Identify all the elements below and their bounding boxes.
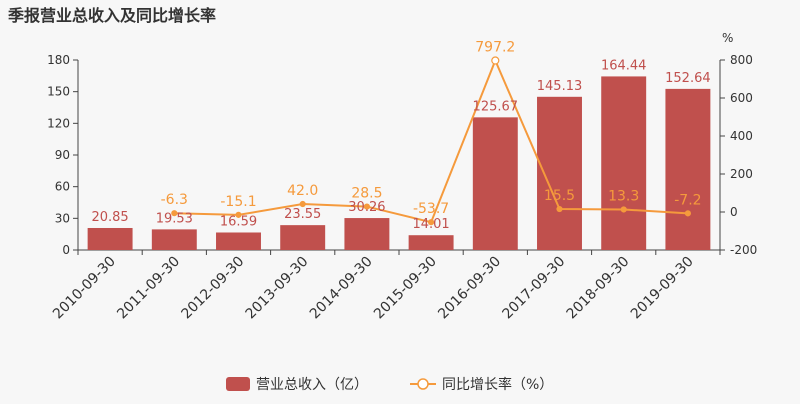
legend-line-label: 同比增长率（%） [442,376,553,393]
bar [151,229,197,250]
bar [601,76,647,251]
y-right-unit: % [722,31,733,45]
growth-point [363,203,370,210]
bar-value-label: 152.64 [665,71,711,86]
growth-point [620,206,627,213]
y-left-tick-label: 90 [55,148,70,162]
y-left-tick-label: 0 [62,243,70,257]
y-left-tick-label: 150 [47,85,70,99]
growth-value-label: -53.7 [413,201,449,217]
x-tick-label: 2014-09-30 [307,254,376,323]
growth-point [556,205,563,213]
x-tick-label: 2013-09-30 [243,254,312,323]
x-tick-label: 2011-09-30 [114,254,183,323]
bar-value-label: 164.44 [601,58,647,73]
legend-bar-label: 营业总收入（亿） [256,377,368,393]
x-tick-label: 2012-09-30 [178,254,247,323]
growth-value-label: 13.3 [608,188,639,204]
bar-value-label: 30.26 [348,200,385,215]
bar [216,232,261,250]
y-right-tick-label: 0 [730,205,738,219]
y-left-tick-label: 30 [55,211,70,225]
legend-line-marker [417,378,429,390]
bar-value-label: 20.85 [91,210,128,225]
growth-value-label: 15.5 [544,188,575,204]
y-right-tick-label: -200 [730,243,757,257]
y-right-tick-label: 200 [730,167,753,181]
x-tick-label: 2019-09-30 [628,254,697,323]
growth-point [428,219,435,226]
bar-value-label: 19.53 [156,211,193,226]
growth-value-label: -15.1 [220,194,256,210]
chart-title: 季报营业总收入及同比增长率 [8,6,217,25]
y-right-tick-label: 800 [730,53,753,67]
bar-value-label: 14.01 [412,217,449,232]
y-left-tick-label: 60 [55,180,70,194]
growth-value-label: 42.0 [287,183,318,199]
x-tick-label: 2017-09-30 [499,254,568,323]
bar [280,225,326,250]
growth-point [299,200,306,208]
growth-value-label: -6.3 [161,192,188,208]
growth-point [171,210,178,217]
bar [665,88,711,250]
y-left-tick-label: 180 [47,53,70,67]
x-tick-label: 2015-09-30 [371,254,440,323]
bar [344,218,390,250]
growth-value-label: 28.5 [351,186,382,202]
x-tick-label: 2018-09-30 [564,254,633,323]
growth-point [235,211,242,218]
bar [87,227,133,250]
bar [408,235,454,250]
bar-value-label: 145.13 [537,79,583,94]
growth-value-label: -7.2 [674,192,701,208]
y-right-tick-label: 400 [730,129,753,143]
growth-point [684,210,692,217]
x-tick-label: 2010-09-30 [50,254,119,323]
x-tick-label: 2016-09-30 [435,254,504,323]
y-right-tick-label: 600 [730,91,753,105]
growth-point [491,56,500,65]
legend-bar-swatch [226,377,250,391]
bar [472,117,518,251]
growth-value-label: 797.2 [475,40,515,56]
bar-value-label: 125.67 [473,99,519,114]
bar-value-label: 23.55 [284,207,321,222]
y-left-tick-label: 120 [47,116,70,130]
bar-value-label: 16.59 [220,214,257,229]
